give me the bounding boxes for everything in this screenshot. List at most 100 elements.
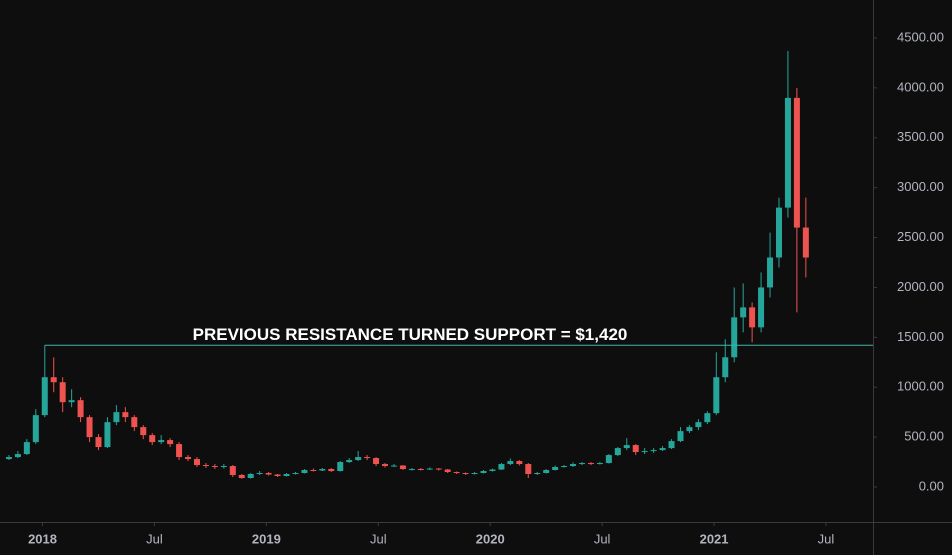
candle-body — [507, 461, 514, 465]
candle-body — [740, 307, 747, 318]
candle-body — [364, 457, 371, 459]
candle-body — [41, 377, 48, 416]
candle-body — [247, 474, 254, 479]
candle-body — [480, 471, 487, 474]
candle-body — [238, 475, 245, 479]
candle-body — [390, 465, 397, 467]
candle-body — [704, 413, 711, 423]
candle-body — [713, 377, 720, 414]
candle-body — [399, 465, 406, 470]
candle-body — [202, 465, 209, 467]
x-tick-label: Jul — [594, 531, 611, 546]
candle-body — [50, 377, 57, 383]
candle-body — [211, 466, 218, 468]
candle-body — [301, 470, 308, 474]
x-tick-label: 2019 — [252, 531, 281, 546]
candle-body — [534, 473, 541, 475]
candle-body — [77, 400, 84, 418]
candle-body — [775, 207, 782, 258]
candle-body — [641, 451, 648, 453]
candle-body — [793, 97, 800, 228]
y-tick-label: 1500.00 — [897, 329, 944, 344]
candle-body — [570, 464, 577, 467]
candle-body — [749, 307, 756, 328]
candle-body — [489, 469, 496, 472]
candle-body — [579, 463, 585, 465]
candle-body — [193, 459, 200, 466]
candle-body — [310, 470, 317, 472]
candle-body — [498, 464, 505, 470]
y-tick-label: 3000.00 — [897, 179, 944, 194]
y-tick-label: 2500.00 — [897, 229, 944, 244]
candle-body — [435, 468, 442, 470]
candle-body — [408, 469, 415, 471]
candle-body — [668, 441, 675, 449]
y-tick-label: 2000.00 — [897, 279, 944, 294]
candle-body — [731, 317, 738, 358]
candle-body — [131, 417, 138, 428]
y-tick-label: 4500.00 — [897, 29, 944, 44]
candle-body — [140, 427, 147, 436]
annotation-text: PREVIOUS RESISTANCE TURNED SUPPORT = $1,… — [193, 325, 628, 344]
candle-body — [722, 357, 729, 378]
candle-body — [802, 227, 809, 258]
x-tick-label: 2021 — [700, 531, 729, 546]
x-tick-label: Jul — [818, 531, 835, 546]
candle-body — [373, 458, 380, 465]
candle-body — [176, 444, 183, 458]
candle-body — [158, 440, 165, 443]
candle-body — [471, 473, 478, 475]
candle-body — [659, 448, 666, 451]
candle-body — [426, 468, 433, 470]
y-tick-label: 3500.00 — [897, 129, 944, 144]
candle-body — [417, 469, 424, 471]
candle-body — [59, 382, 66, 403]
x-tick-label: 2018 — [28, 531, 57, 546]
candle-body — [382, 464, 389, 467]
candle-body — [14, 454, 21, 458]
x-tick-label: Jul — [146, 531, 163, 546]
candle-body — [265, 473, 272, 475]
candle-body — [543, 470, 550, 474]
candle-body — [614, 448, 621, 456]
candle-body — [596, 463, 603, 465]
candle-body — [5, 457, 12, 460]
candle-body — [758, 287, 765, 328]
candle-body — [104, 422, 111, 448]
candle-body — [95, 437, 102, 448]
candle-body — [337, 462, 344, 472]
y-tick-label: 0.00 — [919, 478, 944, 493]
candle-body — [677, 431, 684, 442]
candle-body — [185, 457, 192, 460]
y-tick-label: 1000.00 — [897, 379, 944, 394]
candle-body — [122, 412, 129, 418]
candle-body — [552, 467, 559, 471]
candle-body — [516, 461, 523, 465]
candle-body — [113, 412, 120, 423]
candle-body — [220, 466, 227, 468]
candle-body — [686, 427, 693, 432]
candle-body — [650, 450, 657, 452]
x-tick-label: 2020 — [476, 531, 505, 546]
candle-body — [587, 463, 594, 465]
candle-body — [328, 469, 335, 472]
candle-body — [229, 466, 236, 476]
candle-body — [274, 474, 281, 477]
candle-body — [283, 474, 290, 477]
candle-body — [462, 473, 469, 475]
candle-body — [319, 469, 326, 471]
candle-body — [346, 460, 353, 463]
candle-body — [32, 415, 39, 443]
candle-body — [292, 473, 299, 475]
candle-body — [767, 257, 774, 288]
x-tick-label: Jul — [370, 531, 387, 546]
y-tick-label: 4000.00 — [897, 79, 944, 94]
candle-body — [605, 455, 612, 464]
candle-body — [68, 400, 75, 403]
candle-body — [149, 435, 156, 443]
y-tick-label: 500.00 — [904, 429, 944, 444]
candle-body — [86, 417, 93, 438]
candle-body — [695, 422, 702, 428]
